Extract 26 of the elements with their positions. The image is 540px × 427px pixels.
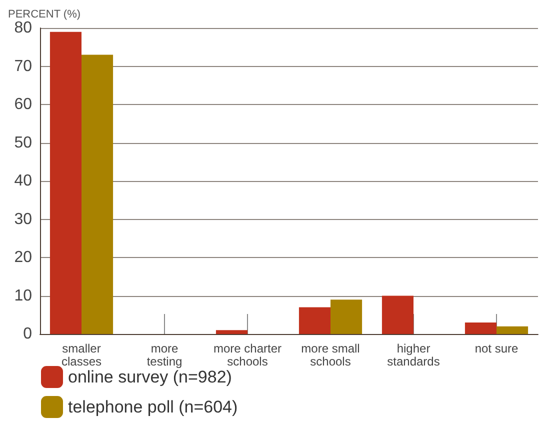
y-tick-label: 0 bbox=[23, 326, 32, 342]
bar bbox=[216, 330, 248, 334]
x-tick-label: more charter schools bbox=[213, 342, 282, 368]
y-tick-label: 70 bbox=[14, 58, 32, 75]
x-tick-label: not sure bbox=[474, 342, 519, 356]
x-tick-label: higher standards bbox=[387, 342, 440, 368]
bar bbox=[496, 326, 528, 334]
bar bbox=[330, 300, 362, 334]
y-tick-label: 30 bbox=[14, 210, 32, 228]
x-tick-label: smaller classes bbox=[61, 342, 102, 368]
y-tick-label: 80 bbox=[14, 20, 32, 36]
y-tick-label: 50 bbox=[14, 134, 32, 152]
bar bbox=[50, 32, 82, 334]
y-tick-label: 10 bbox=[14, 287, 32, 304]
bar bbox=[298, 307, 330, 334]
y-tick-label: 20 bbox=[14, 249, 32, 266]
y-axis-title: PERCENT (%) bbox=[8, 8, 81, 21]
x-tick-label: more testing bbox=[146, 342, 182, 368]
y-tick-label: 40 bbox=[14, 172, 32, 190]
x-tick-label: more small schools bbox=[301, 342, 360, 368]
bar bbox=[82, 54, 114, 334]
bar bbox=[382, 296, 414, 334]
legend-label: telephone poll (n=604) bbox=[68, 398, 238, 416]
bar bbox=[464, 322, 496, 334]
legend-label: online survey (n=982) bbox=[68, 368, 232, 386]
y-tick-label: 60 bbox=[14, 96, 32, 113]
